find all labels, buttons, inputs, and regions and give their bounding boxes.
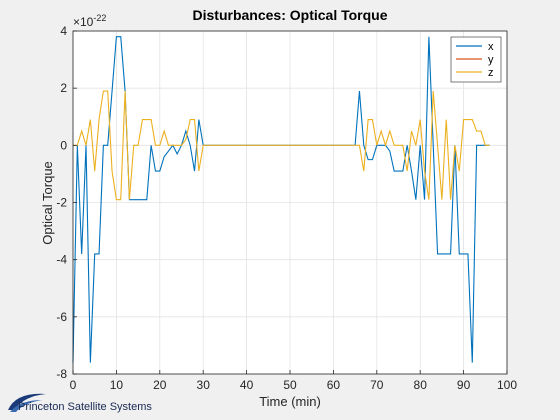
y-tick-label: -6 [56, 310, 67, 324]
y-tick-label: -4 [56, 253, 67, 267]
legend-label-x: x [488, 41, 494, 53]
legend: xyz [451, 37, 501, 82]
x-tick-label: 50 [283, 378, 297, 392]
x-tick-label: 80 [414, 378, 428, 392]
chart-title: Disturbances: Optical Torque [193, 7, 388, 23]
x-tick-label: 30 [197, 378, 211, 392]
y-tick-label: -2 [56, 196, 67, 210]
legend-label-y: y [488, 54, 494, 66]
logo-text: Princeton Satellite Systems [18, 401, 152, 413]
y-axis-label: Optical Torque [40, 161, 55, 245]
y-tick-label: -8 [56, 367, 67, 381]
y-tick-label: 2 [60, 81, 67, 95]
legend-label-z: z [488, 67, 494, 79]
x-tick-label: 40 [240, 378, 254, 392]
x-tick-label: 70 [370, 378, 384, 392]
x-tick-label: 90 [457, 378, 471, 392]
y-tick-label: 0 [60, 138, 67, 152]
y-tick-label: 4 [60, 24, 67, 38]
exponent-label: ×10-22 [73, 13, 106, 29]
x-tick-label: 100 [497, 378, 517, 392]
x-axis-label: Time (min) [259, 394, 321, 409]
x-tick-label: 60 [327, 378, 341, 392]
